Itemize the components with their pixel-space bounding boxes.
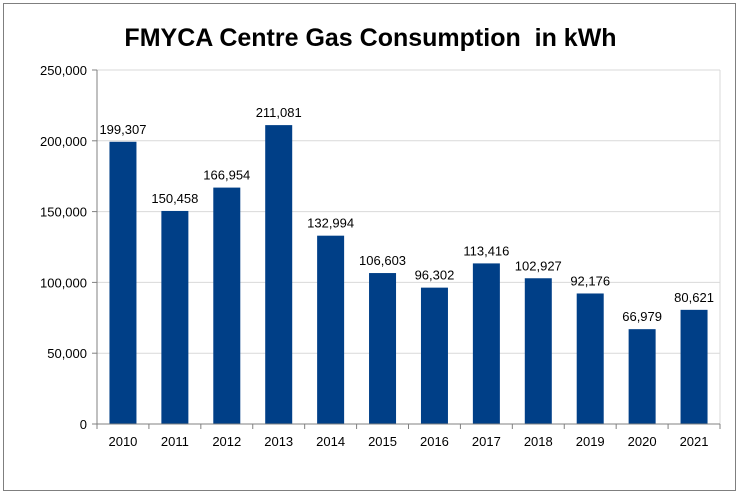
data-label: 80,621 xyxy=(674,290,714,305)
y-tick-label: 200,000 xyxy=(40,134,87,149)
x-tick-label: 2012 xyxy=(212,434,241,449)
y-tick-label: 100,000 xyxy=(40,275,87,290)
data-label: 150,458 xyxy=(151,191,198,206)
bar xyxy=(576,293,604,424)
bar xyxy=(265,125,293,424)
chart-title: FMYCA Centre Gas Consumption in kWh xyxy=(124,24,617,52)
data-label: 113,416 xyxy=(463,243,509,258)
data-label: 102,927 xyxy=(515,258,562,273)
data-label: 66,979 xyxy=(622,309,662,324)
bar xyxy=(109,141,137,424)
x-tick-label: 2018 xyxy=(524,434,553,449)
y-tick-label: 150,000 xyxy=(40,205,87,220)
bar xyxy=(317,235,345,424)
data-label: 132,994 xyxy=(307,216,354,231)
y-tick-label: 0 xyxy=(80,417,87,432)
data-label: 106,603 xyxy=(359,253,406,268)
y-tick-label: 250,000 xyxy=(40,63,87,78)
x-tick-label: 2020 xyxy=(628,434,657,449)
data-label: 166,954 xyxy=(203,168,250,183)
x-tick-label: 2021 xyxy=(680,434,709,449)
data-label: 211,081 xyxy=(256,105,302,120)
y-tick-label: 50,000 xyxy=(47,346,87,361)
bar xyxy=(472,263,500,424)
x-tick-label: 2014 xyxy=(316,434,345,449)
data-label: 92,176 xyxy=(570,273,610,288)
x-tick-label: 2019 xyxy=(576,434,605,449)
bar xyxy=(213,187,241,424)
data-label: 199,307 xyxy=(99,122,146,137)
bar xyxy=(680,309,708,424)
bar xyxy=(628,329,656,424)
bar xyxy=(369,273,397,424)
x-tick-label: 2017 xyxy=(472,434,501,449)
bar xyxy=(161,210,189,424)
bar xyxy=(524,278,552,424)
x-tick-label: 2013 xyxy=(264,434,293,449)
data-label: 96,302 xyxy=(415,268,455,283)
x-tick-label: 2011 xyxy=(161,434,189,449)
bar xyxy=(420,287,448,424)
x-tick-label: 2015 xyxy=(368,434,397,449)
x-tick-label: 2016 xyxy=(420,434,449,449)
x-tick-label: 2010 xyxy=(108,434,137,449)
